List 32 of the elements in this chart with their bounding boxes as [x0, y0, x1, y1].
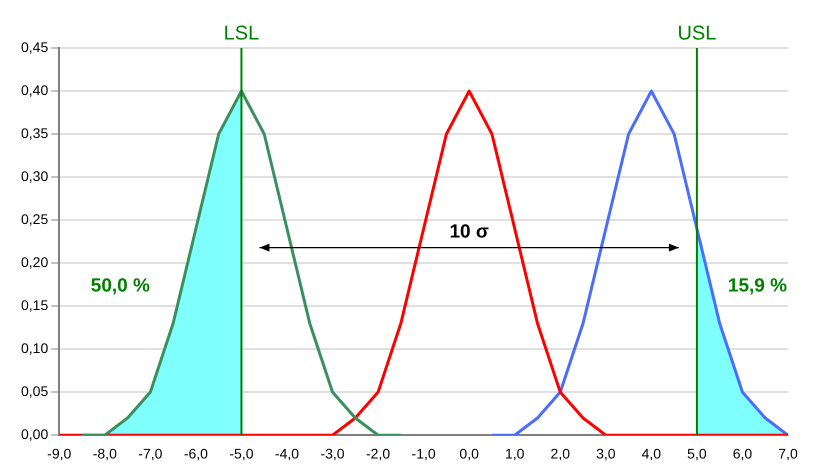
ref-line-label: USL — [677, 22, 716, 45]
x-tick-label: 1,0 — [504, 445, 525, 462]
x-tick-label: 3,0 — [596, 445, 616, 462]
ref-line-label: LSL — [224, 22, 260, 45]
y-tick-label: 0,40 — [21, 82, 48, 98]
x-tick-label: -3,0 — [320, 445, 345, 462]
x-tick-label: 7,0 — [778, 445, 798, 462]
y-tick-label: 0,20 — [21, 254, 48, 270]
annotation: 15,9 % — [728, 276, 788, 297]
x-tick-label: -4,0 — [274, 445, 300, 462]
y-tick-label: 0,05 — [21, 383, 48, 400]
x-tick-label: 0,0 — [459, 445, 480, 462]
y-tick-label: 0,35 — [21, 124, 48, 141]
x-tick-label: -9,0 — [47, 445, 72, 462]
y-tick-label: 0,45 — [21, 38, 48, 55]
x-tick-label: 4,0 — [642, 445, 662, 462]
annotation: 50,0 % — [90, 276, 150, 297]
x-tick-label: -1,0 — [412, 445, 436, 462]
x-tick-label: -8,0 — [92, 445, 118, 462]
annotation: 10 σ — [449, 221, 489, 242]
x-tick-label: -6,0 — [184, 445, 208, 462]
x-tick-label: 2,0 — [550, 445, 570, 462]
y-tick-label: 0,15 — [21, 296, 48, 313]
x-tick-label: -2,0 — [366, 445, 390, 462]
y-tick-label: 0,25 — [21, 210, 48, 227]
x-tick-label: -7,0 — [138, 445, 163, 462]
x-tick-label: -5,0 — [229, 445, 254, 462]
y-tick-label: 0,00 — [21, 426, 48, 442]
y-tick-label: 0,10 — [21, 340, 48, 356]
x-tick-label: 5,0 — [687, 445, 707, 462]
y-tick-label: 0,30 — [21, 168, 48, 184]
x-tick-label: 6,0 — [732, 445, 752, 462]
